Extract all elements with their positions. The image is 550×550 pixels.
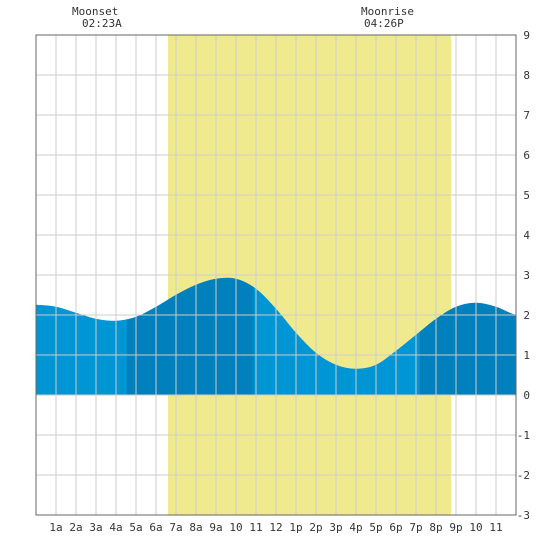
y-tick-label: 2: [523, 309, 530, 322]
x-tick-label: 9p: [449, 521, 462, 534]
x-tick-label: 4a: [109, 521, 122, 534]
x-tick-label: 9a: [209, 521, 222, 534]
y-tick-label: 9: [523, 29, 530, 42]
tide-area-segment-4: [419, 302, 517, 396]
x-tick-label: 5p: [369, 521, 382, 534]
x-tick-label: 4p: [349, 521, 362, 534]
x-tick-label: 10: [469, 521, 482, 534]
x-tick-label: 6p: [389, 521, 402, 534]
tide-area-segment-2: [126, 277, 255, 396]
x-tick-label: 8a: [189, 521, 202, 534]
plot-frame: [35, 34, 517, 516]
x-tick-label: 10: [229, 521, 242, 534]
y-tick-label: 4: [523, 229, 530, 242]
x-tick-label: 11: [489, 521, 502, 534]
y-tick-label: 6: [523, 149, 530, 162]
x-tick-label: 3p: [329, 521, 342, 534]
x-tick-label: 6a: [149, 521, 162, 534]
x-tick-label: 2p: [309, 521, 322, 534]
x-tick-label: 8p: [429, 521, 442, 534]
y-tick-label: -1: [517, 429, 530, 442]
x-tick-label: 3a: [89, 521, 102, 534]
y-tick-label: 7: [523, 109, 530, 122]
x-tick-label: 2a: [69, 521, 82, 534]
y-tick-label: 3: [523, 269, 530, 282]
x-tick-label: 1a: [49, 521, 62, 534]
x-tick-label: 7p: [409, 521, 422, 534]
x-tick-label: 1p: [289, 521, 302, 534]
y-tick-label: 5: [523, 189, 530, 202]
y-tick-label: 0: [523, 389, 530, 402]
x-tick-label: 11: [249, 521, 262, 534]
moonrise-label: Moonrise: [361, 5, 414, 18]
x-tick-label: 12: [269, 521, 282, 534]
moonrise-time: 04:26P: [364, 17, 404, 30]
y-tick-label: 1: [523, 349, 530, 362]
y-tick-label: -3: [517, 509, 530, 522]
y-tick-label: -2: [517, 469, 530, 482]
x-tick-label: 7a: [169, 521, 182, 534]
moonset-time: 02:23A: [82, 17, 122, 30]
y-tick-label: 8: [523, 69, 530, 82]
moonset-label: Moonset: [72, 5, 119, 18]
tide-area-segment-1: [35, 304, 128, 396]
x-tick-label: 5a: [129, 521, 142, 534]
